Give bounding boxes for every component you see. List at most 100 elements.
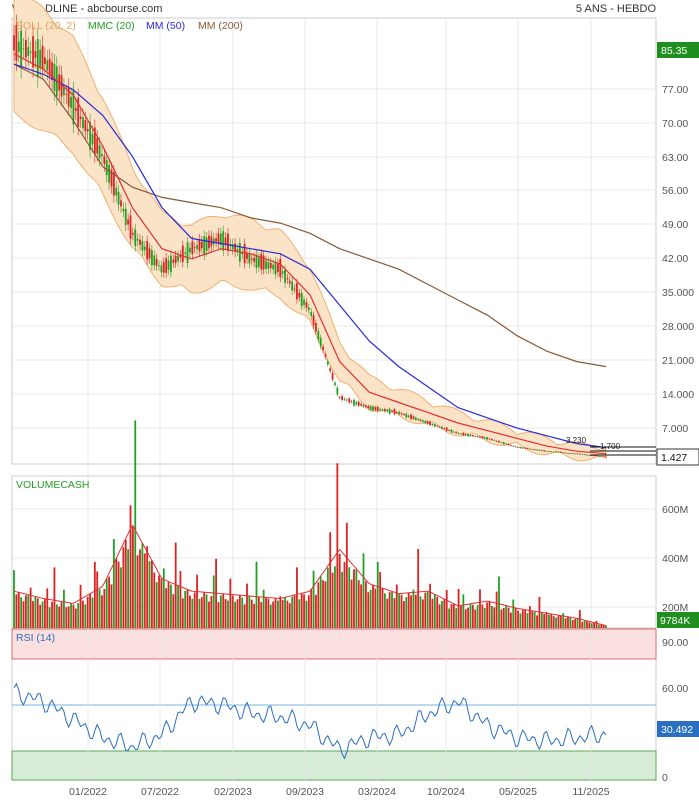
volume-bar [288, 603, 291, 628]
volume-bar [326, 567, 329, 628]
volume-bar [398, 594, 401, 628]
candle-body [334, 382, 336, 386]
volume-bar [464, 609, 467, 628]
candle-body [296, 283, 298, 300]
volume-bar [372, 585, 374, 628]
volume-bar [298, 599, 301, 628]
candle-body [445, 427, 448, 431]
candle-body [405, 413, 408, 418]
volume-bar [34, 596, 37, 628]
candle-body [588, 454, 591, 456]
candle-body [407, 415, 410, 417]
volume-bar [269, 604, 272, 628]
last-rsi-value: 30.492 [661, 724, 693, 736]
candle-body [457, 432, 460, 434]
volume-bar [44, 598, 46, 628]
volume-bar [486, 602, 489, 628]
volume-bar [357, 580, 360, 628]
volume-bar [286, 600, 289, 628]
volume-bar [96, 571, 99, 628]
candle-body [67, 87, 70, 107]
volume-bar [46, 588, 49, 628]
x-axis: 01/2022 07/2022 02/2023 09/2023 03/2024 … [69, 786, 610, 798]
candle-body [122, 208, 125, 212]
volume-bar [426, 591, 429, 628]
volume-bar [362, 553, 365, 628]
last-price-value: 85.35 [661, 45, 687, 57]
rsi-y-axis: 90.00 60.00 0 [662, 637, 688, 784]
volume-bar [70, 603, 72, 628]
candle-body [274, 262, 277, 275]
volume-bar [36, 598, 39, 628]
volume-bar [91, 597, 94, 628]
candle-body [39, 49, 42, 67]
volume-bar [265, 597, 267, 628]
volume-bar [455, 608, 458, 628]
volume-bar [260, 602, 263, 628]
candle-body [193, 247, 196, 249]
candle-body [474, 436, 477, 437]
candle-body [552, 451, 555, 453]
candle-body [143, 246, 146, 251]
candle-body [198, 239, 201, 252]
candle-body [564, 452, 567, 454]
volume-bar [512, 599, 515, 628]
candle-body [417, 418, 420, 421]
volume-bar [307, 595, 310, 628]
candle-body [36, 39, 39, 78]
volume-bar [20, 597, 23, 628]
candle-body [383, 409, 386, 412]
volume-bar [524, 609, 527, 628]
candle-body [548, 451, 550, 452]
candle-body [277, 263, 279, 272]
volume-bar [120, 567, 122, 628]
volume-bar [403, 601, 405, 628]
candle-body [93, 127, 96, 155]
volume-bar [189, 595, 191, 628]
candle-body [77, 97, 80, 127]
volume-bar [597, 624, 600, 628]
volume-bar [543, 613, 546, 628]
candle-body [540, 450, 543, 452]
candle-body [536, 449, 538, 451]
candle-body [32, 36, 34, 68]
volume-bar [531, 611, 534, 628]
candle-body [345, 399, 348, 401]
volume-bar [224, 599, 227, 628]
volume-bar [143, 553, 146, 628]
candle-body [48, 58, 51, 77]
gridlines [12, 18, 656, 780]
candle-body [426, 421, 429, 424]
volume-bar [369, 589, 372, 628]
volume-bar [296, 567, 298, 628]
candle-body [500, 442, 503, 444]
candle-body [557, 452, 560, 453]
candle-body [519, 446, 522, 449]
volume-bar [234, 601, 237, 628]
volume-bar [386, 598, 389, 628]
candle-body [174, 255, 177, 263]
candle-body [131, 232, 134, 235]
candle-body [533, 449, 536, 450]
volume-ma-line [13, 524, 607, 626]
volume-bar [490, 606, 493, 628]
volume-tick: 400M [662, 553, 688, 565]
volume-bar [63, 589, 65, 628]
candle-body [433, 424, 436, 427]
candle-body [134, 229, 137, 246]
volume-bar [305, 600, 308, 628]
volume-bar [17, 592, 20, 628]
volume-bar [433, 594, 436, 628]
candle-body [403, 414, 405, 416]
volume-bar [257, 597, 260, 628]
volume-bar [231, 595, 234, 628]
candle-body [509, 445, 512, 446]
price-tick: 56.00 [662, 185, 688, 197]
volume-bar [315, 594, 317, 628]
volume-bar [203, 592, 206, 628]
candle-body [526, 448, 529, 449]
volume-bar [217, 602, 220, 628]
volume-bar [502, 607, 505, 628]
candle-body [200, 241, 203, 249]
candle-body [101, 154, 103, 157]
